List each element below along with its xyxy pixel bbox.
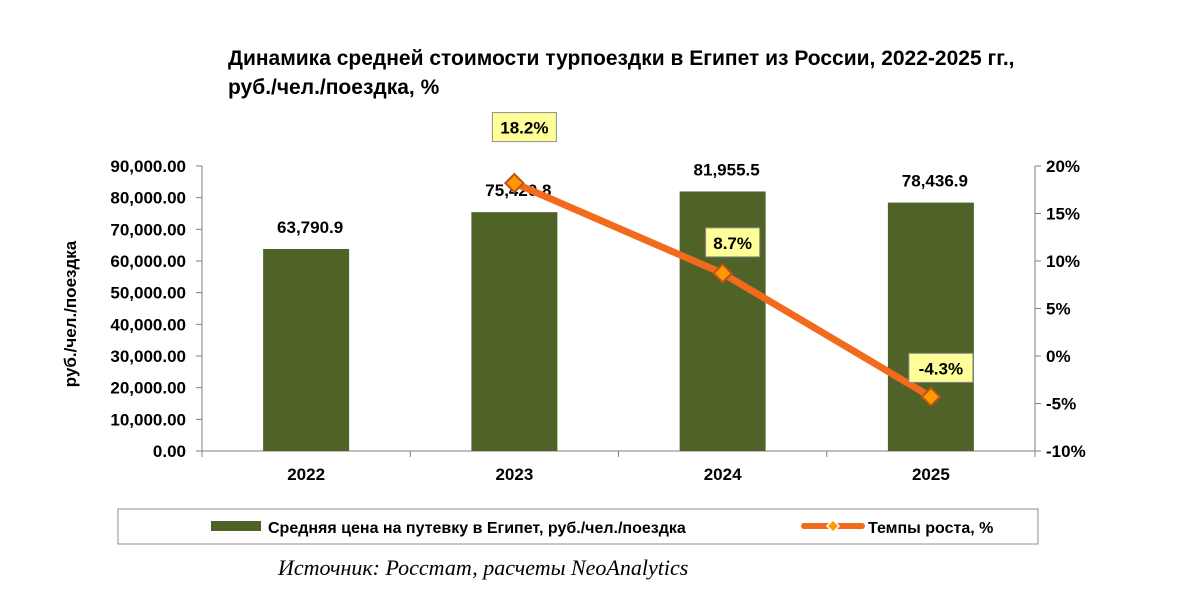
left-axis-title: руб./чел./поездка <box>61 240 80 387</box>
x-axis-label-2025: 2025 <box>912 465 950 484</box>
right-axis-tick-label: -10% <box>1046 442 1086 461</box>
legend-box <box>117 508 1039 545</box>
legend-line-marker <box>825 518 841 534</box>
right-axis-tick-label: 15% <box>1046 205 1080 224</box>
chart-title-line-1: Динамика средней стоимости турпоездки в … <box>228 47 1015 70</box>
bar-2023 <box>471 212 558 451</box>
left-axis-tick-label: 80,000.00 <box>110 189 186 208</box>
left-axis-tick-label: 90,000.00 <box>110 157 186 176</box>
bar-2022 <box>263 248 350 451</box>
growth-marker-2025 <box>920 386 942 408</box>
left-axis-tick-label: 20,000.00 <box>110 379 186 398</box>
chart-title: Динамика средней стоимости турпоездки в … <box>228 44 1168 102</box>
x-axis-label-2024: 2024 <box>704 465 742 484</box>
growth-label-2024: 8.7% <box>713 234 752 253</box>
x-axis-label-2023: 2023 <box>495 465 533 484</box>
growth-label-box <box>491 112 557 143</box>
growth-label-box <box>705 227 761 258</box>
left-axis-tick-label: 10,000.00 <box>110 410 186 429</box>
left-axis-tick-label: 30,000.00 <box>110 347 186 366</box>
right-axis-tick-label: 10% <box>1046 252 1080 271</box>
growth-marker-2024 <box>712 262 734 284</box>
left-axis-tick-label: 40,000.00 <box>110 315 186 334</box>
right-axis-tick-label: 0% <box>1046 347 1071 366</box>
left-axis-tick-label: 60,000.00 <box>110 252 186 271</box>
source-note: Источник: Росстат, расчеты NeoAnalytics <box>278 555 689 580</box>
chart-title-line-2: руб./чел./поездка, % <box>228 76 440 99</box>
bar-label-2025: 78,436.9 <box>902 172 968 191</box>
left-axis-tick-label: 70,000.00 <box>110 220 186 239</box>
growth-label-2023: 18.2% <box>500 119 548 138</box>
legend-bar-swatch <box>211 521 261 531</box>
left-axis-tick-label: 50,000.00 <box>110 284 186 303</box>
x-axis-label-2022: 2022 <box>287 465 325 484</box>
growth-label-box <box>908 352 974 383</box>
legend-line-label: Темпы роста, % <box>868 520 993 537</box>
right-axis-tick-label: 5% <box>1046 300 1071 319</box>
growth-marker-2023 <box>503 172 525 194</box>
bar-label-2024: 81,955.5 <box>694 160 760 179</box>
bar-label-2022: 63,790.9 <box>277 218 343 237</box>
right-axis-tick-label: -5% <box>1046 395 1076 414</box>
right-axis-tick-label: 20% <box>1046 157 1080 176</box>
growth-label-2025: -4.3% <box>919 359 963 378</box>
bar-2025 <box>887 202 974 451</box>
left-axis-tick-label: 0.00 <box>153 442 186 461</box>
legend-bar-label: Средняя цена на путевку в Египет, руб./ч… <box>268 520 686 537</box>
